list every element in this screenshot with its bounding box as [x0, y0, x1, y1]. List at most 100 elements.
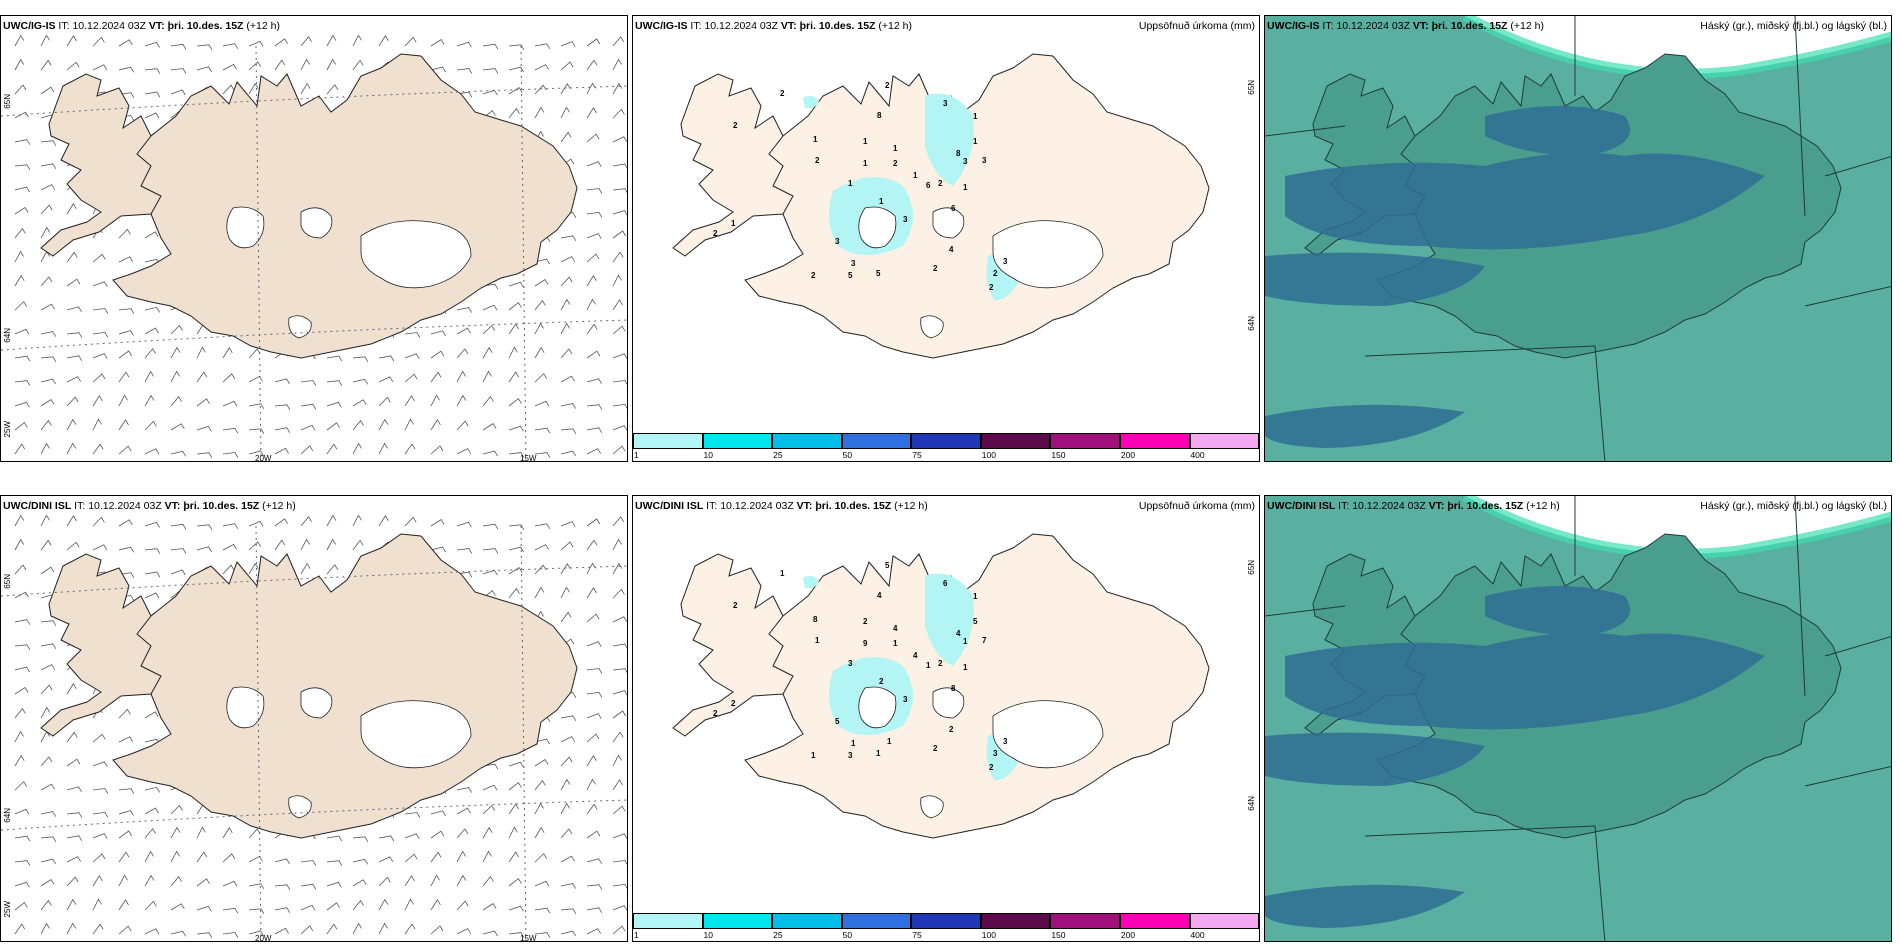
panel-header: UWC/DINI ISL IT: 10.12.2024 03Z VT: þri.… — [1267, 500, 1560, 512]
cloud-title: Háský (gr.), miðský (fj.bl.) og lágský (… — [1700, 20, 1887, 32]
cloud-title: Háský (gr.), miðský (fj.bl.) og lágský (… — [1700, 500, 1887, 512]
precip-value-label: 4 — [956, 629, 961, 638]
precip-value-label: 1 — [863, 159, 868, 168]
lat-label-64n: 64N — [3, 328, 12, 343]
precip-value-label: 4 — [893, 624, 898, 633]
precip-value-label: 1 — [879, 197, 884, 206]
precip-value-label: 2 — [993, 269, 998, 278]
legend-swatch — [1189, 433, 1259, 449]
legend-tick-label: 25 — [773, 930, 783, 940]
precip-value-label: 3 — [963, 157, 968, 166]
legend-swatch — [633, 913, 703, 929]
legend-swatch — [980, 433, 1051, 449]
precip-value-label: 1 — [848, 179, 853, 188]
panel-header: UWC/DINI ISL IT: 10.12.2024 03Z VT: þri.… — [635, 500, 928, 512]
region-boundaries — [1265, 496, 1891, 941]
precip-legend: 1 10 25 50 75 100 150 200 400 — [633, 433, 1259, 461]
precip-value-label: 3 — [1003, 257, 1008, 266]
legend-swatch — [1050, 433, 1120, 449]
precip-title: Uppsöfnuð úrkoma (mm) — [1138, 20, 1255, 32]
lat-lon-gridlines — [1, 45, 627, 461]
legend-swatch — [911, 913, 981, 929]
low-cloud-areas — [1265, 106, 1765, 448]
precip-value-label: 5 — [973, 617, 978, 626]
lat-label-64n: 64N — [3, 808, 12, 823]
precip-value-label: 3 — [851, 259, 856, 268]
iceland-landmass — [40, 533, 578, 839]
panel-header: UWC/IG-IS IT: 10.12.2024 03Z VT: þri. 10… — [1267, 20, 1544, 32]
low-cloud-areas — [1265, 586, 1765, 928]
legend-swatch — [841, 913, 912, 929]
precip-value-label: 1 — [963, 637, 968, 646]
precip-value-label: 8 — [951, 684, 956, 693]
legend-swatch — [772, 913, 842, 929]
legend-tick-label: 50 — [842, 930, 853, 940]
legend-swatch — [772, 433, 842, 449]
legend-tick-label: 100 — [981, 450, 996, 460]
lon-label-15w: 15W — [520, 454, 537, 462]
cloud-map-panel-bottom: UWC/DINI ISL IT: 10.12.2024 03Z VT: þri.… — [1264, 495, 1892, 942]
precip-value-label: 1 — [876, 749, 881, 758]
wind-map-svg — [1, 34, 627, 461]
precip-value-label: 1 — [811, 751, 816, 760]
legend-tick-label: 100 — [981, 930, 996, 940]
precip-value-label: 1 — [963, 183, 968, 192]
legend-tick-label: 1 — [634, 930, 639, 940]
legend-swatch — [911, 433, 981, 449]
legend-swatch — [702, 913, 773, 929]
legend-tick-label: 50 — [842, 450, 853, 460]
precip-value-label: 8 — [956, 149, 961, 158]
legend-swatch — [702, 433, 773, 449]
lat-lon-gridlines — [1, 525, 627, 941]
precip-value-label: 2 — [863, 617, 868, 626]
lat-label-64n: 64N — [1247, 796, 1256, 811]
precip-value-label: 3 — [943, 99, 948, 108]
precip-value-label: 1 — [963, 663, 968, 672]
precip-value-label: 2 — [811, 271, 816, 280]
legend-tick-label: 200 — [1120, 450, 1136, 460]
precip-value-label: 2 — [933, 744, 938, 753]
precip-value-label: 8 — [877, 111, 882, 120]
glaciers — [226, 206, 472, 339]
panel-header: UWC/IG-IS IT: 10.12.2024 03Z VT: þri. 10… — [3, 20, 280, 32]
precip-value-label: 5 — [848, 271, 853, 280]
precip-value-label: 1 — [813, 135, 818, 144]
precip-value-label: 2 — [731, 699, 736, 708]
precip-value-label: 2 — [885, 81, 890, 90]
lat-label-64n: 64N — [1247, 316, 1256, 331]
panel-header: UWC/IG-IS IT: 10.12.2024 03Z VT: þri. 10… — [635, 20, 912, 32]
precip-value-label: 2 — [713, 229, 718, 238]
precip-value-label: 2 — [938, 179, 943, 188]
precip-legend: 1 10 25 50 75 100 150 200 400 — [633, 913, 1259, 941]
legend-tick-label: 25 — [773, 450, 783, 460]
precip-value-label: 3 — [982, 156, 987, 165]
precip-value-label: 6 — [951, 204, 956, 213]
precip-title: Uppsöfnuð úrkoma (mm) — [1138, 500, 1255, 512]
precip-value-label: 1 — [926, 661, 931, 670]
cloud-map-panel-top: UWC/IG-IS IT: 10.12.2024 03Z VT: þri. 10… — [1264, 15, 1892, 462]
lat-label-65n: 65N — [3, 94, 12, 109]
precip-value-label: 3 — [848, 751, 853, 760]
glaciers — [858, 206, 1104, 339]
lat-label-65n: 65N — [1247, 80, 1256, 95]
legend-tick-label: 75 — [912, 930, 922, 940]
precip-value-label: 2 — [713, 709, 718, 718]
legend-swatch — [841, 433, 912, 449]
precip-value-label: 4 — [913, 651, 918, 660]
precip-value-label: 6 — [926, 181, 931, 190]
precip-value-label: 3 — [848, 659, 853, 668]
precip-value-label: 2 — [893, 159, 898, 168]
lon-label-25w: 25W — [3, 901, 12, 918]
lon-label-20w: 20W — [255, 934, 272, 942]
precip-value-label: 2 — [733, 121, 738, 130]
precip-value-label: 1 — [973, 137, 978, 146]
precip-value-label: 3 — [903, 215, 908, 224]
precip-value-label: 3 — [993, 749, 998, 758]
precip-value-label: 8 — [813, 615, 818, 624]
precip-value-label: 1 — [893, 144, 898, 153]
legend-tick-label: 10 — [703, 450, 714, 460]
precip-value-label: 5 — [835, 717, 840, 726]
legend-tick-label: 10 — [703, 930, 714, 940]
